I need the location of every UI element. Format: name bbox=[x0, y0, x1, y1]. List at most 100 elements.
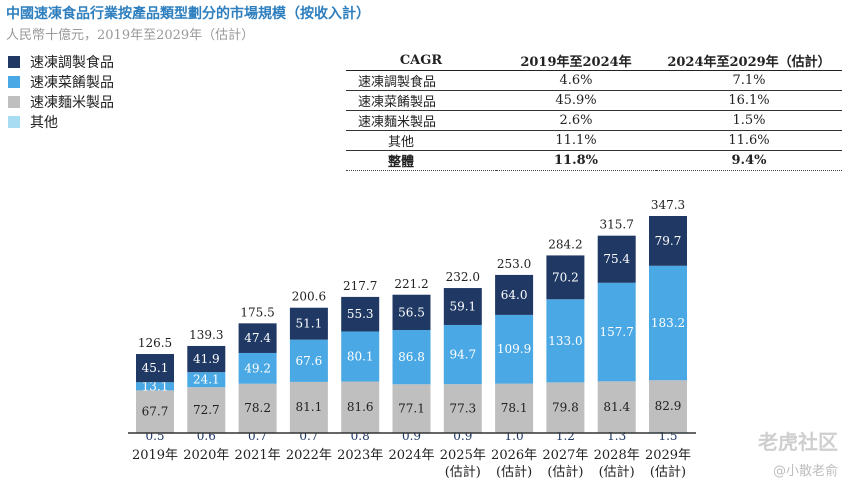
cagr-row: 其他 11.1% 11.6% bbox=[346, 130, 842, 151]
x-tick-label: 2022年 bbox=[286, 448, 332, 463]
bar-segment bbox=[238, 352, 277, 384]
bar-segment bbox=[392, 294, 431, 331]
bar-segment bbox=[546, 299, 585, 383]
data-label: 79.7 bbox=[655, 234, 682, 248]
data-label: 77.3 bbox=[449, 401, 476, 415]
bar-segment bbox=[495, 274, 534, 315]
x-tick-label: 2021年 bbox=[235, 448, 281, 463]
data-label: 82.9 bbox=[655, 399, 682, 413]
bar-segment bbox=[443, 324, 482, 385]
watermark-brand: 老虎社区 bbox=[758, 430, 838, 454]
cagr-value: 45.9% bbox=[496, 90, 656, 111]
data-label: 41.9 bbox=[193, 352, 220, 366]
cagr-value: 11.6% bbox=[656, 130, 842, 151]
chart-subtitle: 人民幣十億元，2019年至2029年（估計） bbox=[6, 28, 255, 43]
legend: 速凍調製食品 速凍菜餚製品 速凍麵米製品 其他 bbox=[8, 52, 114, 132]
data-label: 77.1 bbox=[398, 401, 425, 415]
cagr-value: 2.6% bbox=[496, 110, 656, 131]
bar-segment bbox=[341, 381, 380, 433]
bar-segment bbox=[495, 314, 534, 384]
x-tick-label: 2020年 bbox=[183, 448, 229, 463]
total-label: 175.5 bbox=[240, 305, 274, 319]
data-label: 55.3 bbox=[347, 307, 374, 321]
data-label: 75.4 bbox=[603, 252, 630, 266]
bar-segment bbox=[136, 354, 174, 383]
bar-segment bbox=[187, 345, 226, 373]
data-label: 64.0 bbox=[501, 288, 528, 302]
total-label: 200.6 bbox=[292, 290, 326, 304]
bar-segment bbox=[392, 384, 431, 433]
legend-item: 速凍麵米製品 bbox=[8, 92, 114, 112]
cagr-value: 9.4% bbox=[656, 150, 842, 171]
cagr-value: 7.1% bbox=[656, 70, 842, 91]
cagr-value: 16.1% bbox=[656, 90, 842, 111]
bar-segment bbox=[597, 282, 636, 382]
x-tick-label: 2029年 bbox=[645, 448, 691, 463]
cagr-row-label: 整體 bbox=[346, 150, 496, 171]
legend-swatch bbox=[8, 76, 20, 88]
x-tick-label: (估計) bbox=[599, 464, 635, 480]
data-label: 24.1 bbox=[193, 373, 220, 387]
cagr-header: CAGR bbox=[346, 50, 496, 71]
bar-segment bbox=[597, 381, 636, 433]
bar-segment bbox=[392, 330, 431, 385]
legend-swatch bbox=[8, 56, 20, 68]
data-label: 94.7 bbox=[449, 348, 476, 362]
x-tick-label: 2027年 bbox=[542, 448, 588, 463]
data-label: 79.8 bbox=[552, 400, 579, 414]
bar-segment bbox=[289, 307, 328, 340]
x-tick-label: 2025年 bbox=[440, 448, 486, 463]
cagr-row-label: 其他 bbox=[346, 130, 496, 151]
legend-item: 其他 bbox=[8, 112, 114, 132]
cagr-row-label: 速凍麵米製品 bbox=[346, 110, 496, 131]
data-label: 47.4 bbox=[244, 331, 271, 345]
x-tick-label: 2024年 bbox=[388, 448, 434, 463]
total-label: 139.3 bbox=[189, 328, 223, 342]
x-tick-label: (估計) bbox=[496, 464, 532, 480]
data-label: 49.2 bbox=[244, 361, 271, 375]
data-label: 81.6 bbox=[347, 400, 374, 414]
bar-segment bbox=[289, 381, 328, 433]
cagr-row: 速凍調製食品 4.6% 7.1% bbox=[346, 70, 842, 91]
data-label: 80.1 bbox=[347, 349, 374, 363]
data-label: 13.1 bbox=[142, 379, 169, 393]
legend-label: 速凍麵米製品 bbox=[30, 95, 114, 111]
total-label: 253.0 bbox=[497, 257, 531, 271]
bar-segment bbox=[238, 323, 277, 353]
watermark-author: @小散老俞 bbox=[772, 464, 838, 479]
data-label: 78.1 bbox=[501, 401, 528, 415]
bar-segment bbox=[238, 383, 277, 433]
data-label: 45.1 bbox=[142, 361, 169, 375]
data-label: 56.5 bbox=[398, 305, 425, 319]
x-tick-label: (估計) bbox=[547, 464, 583, 480]
legend-swatch bbox=[8, 96, 20, 108]
bar-segment bbox=[341, 296, 380, 332]
cagr-header-row: CAGR 2019年至2024年 2024年至2029年（估計） bbox=[346, 50, 842, 71]
total-label: 217.7 bbox=[343, 279, 377, 293]
data-label: 51.1 bbox=[296, 317, 323, 331]
cagr-row-label: 速凍菜餚製品 bbox=[346, 90, 496, 111]
data-label: 81.1 bbox=[296, 400, 323, 414]
total-label: 126.5 bbox=[138, 336, 172, 350]
total-label: 347.3 bbox=[651, 198, 685, 212]
legend-label: 其他 bbox=[30, 115, 58, 131]
cagr-row: 速凍菜餚製品 45.9% 16.1% bbox=[346, 90, 842, 111]
bar-segment bbox=[546, 382, 585, 433]
total-label: 232.0 bbox=[446, 270, 480, 284]
cagr-table: CAGR 2019年至2024年 2024年至2029年（估計） 速凍調製食品 … bbox=[346, 50, 842, 171]
chart-title: 中國速凍食品行業按產品類型劃分的市場規模（按收入計） bbox=[6, 6, 370, 22]
bar-segment bbox=[187, 372, 226, 388]
cagr-row: 速凍麵米製品 2.6% 1.5% bbox=[346, 110, 842, 131]
x-tick-label: (估計) bbox=[445, 464, 481, 480]
legend-item: 速凍菜餚製品 bbox=[8, 72, 114, 92]
data-label: 67.6 bbox=[296, 354, 323, 368]
x-tick-label: 2019年 bbox=[132, 448, 178, 463]
bar-segment bbox=[649, 380, 687, 433]
legend-label: 速凍調製食品 bbox=[30, 55, 114, 71]
data-label: 59.1 bbox=[449, 300, 476, 314]
x-tick-label: (估計) bbox=[650, 464, 686, 480]
legend-swatch bbox=[8, 116, 20, 128]
cagr-total-row: 整體 11.8% 9.4% bbox=[346, 150, 842, 171]
cagr-header: 2024年至2029年（估計） bbox=[656, 50, 842, 71]
